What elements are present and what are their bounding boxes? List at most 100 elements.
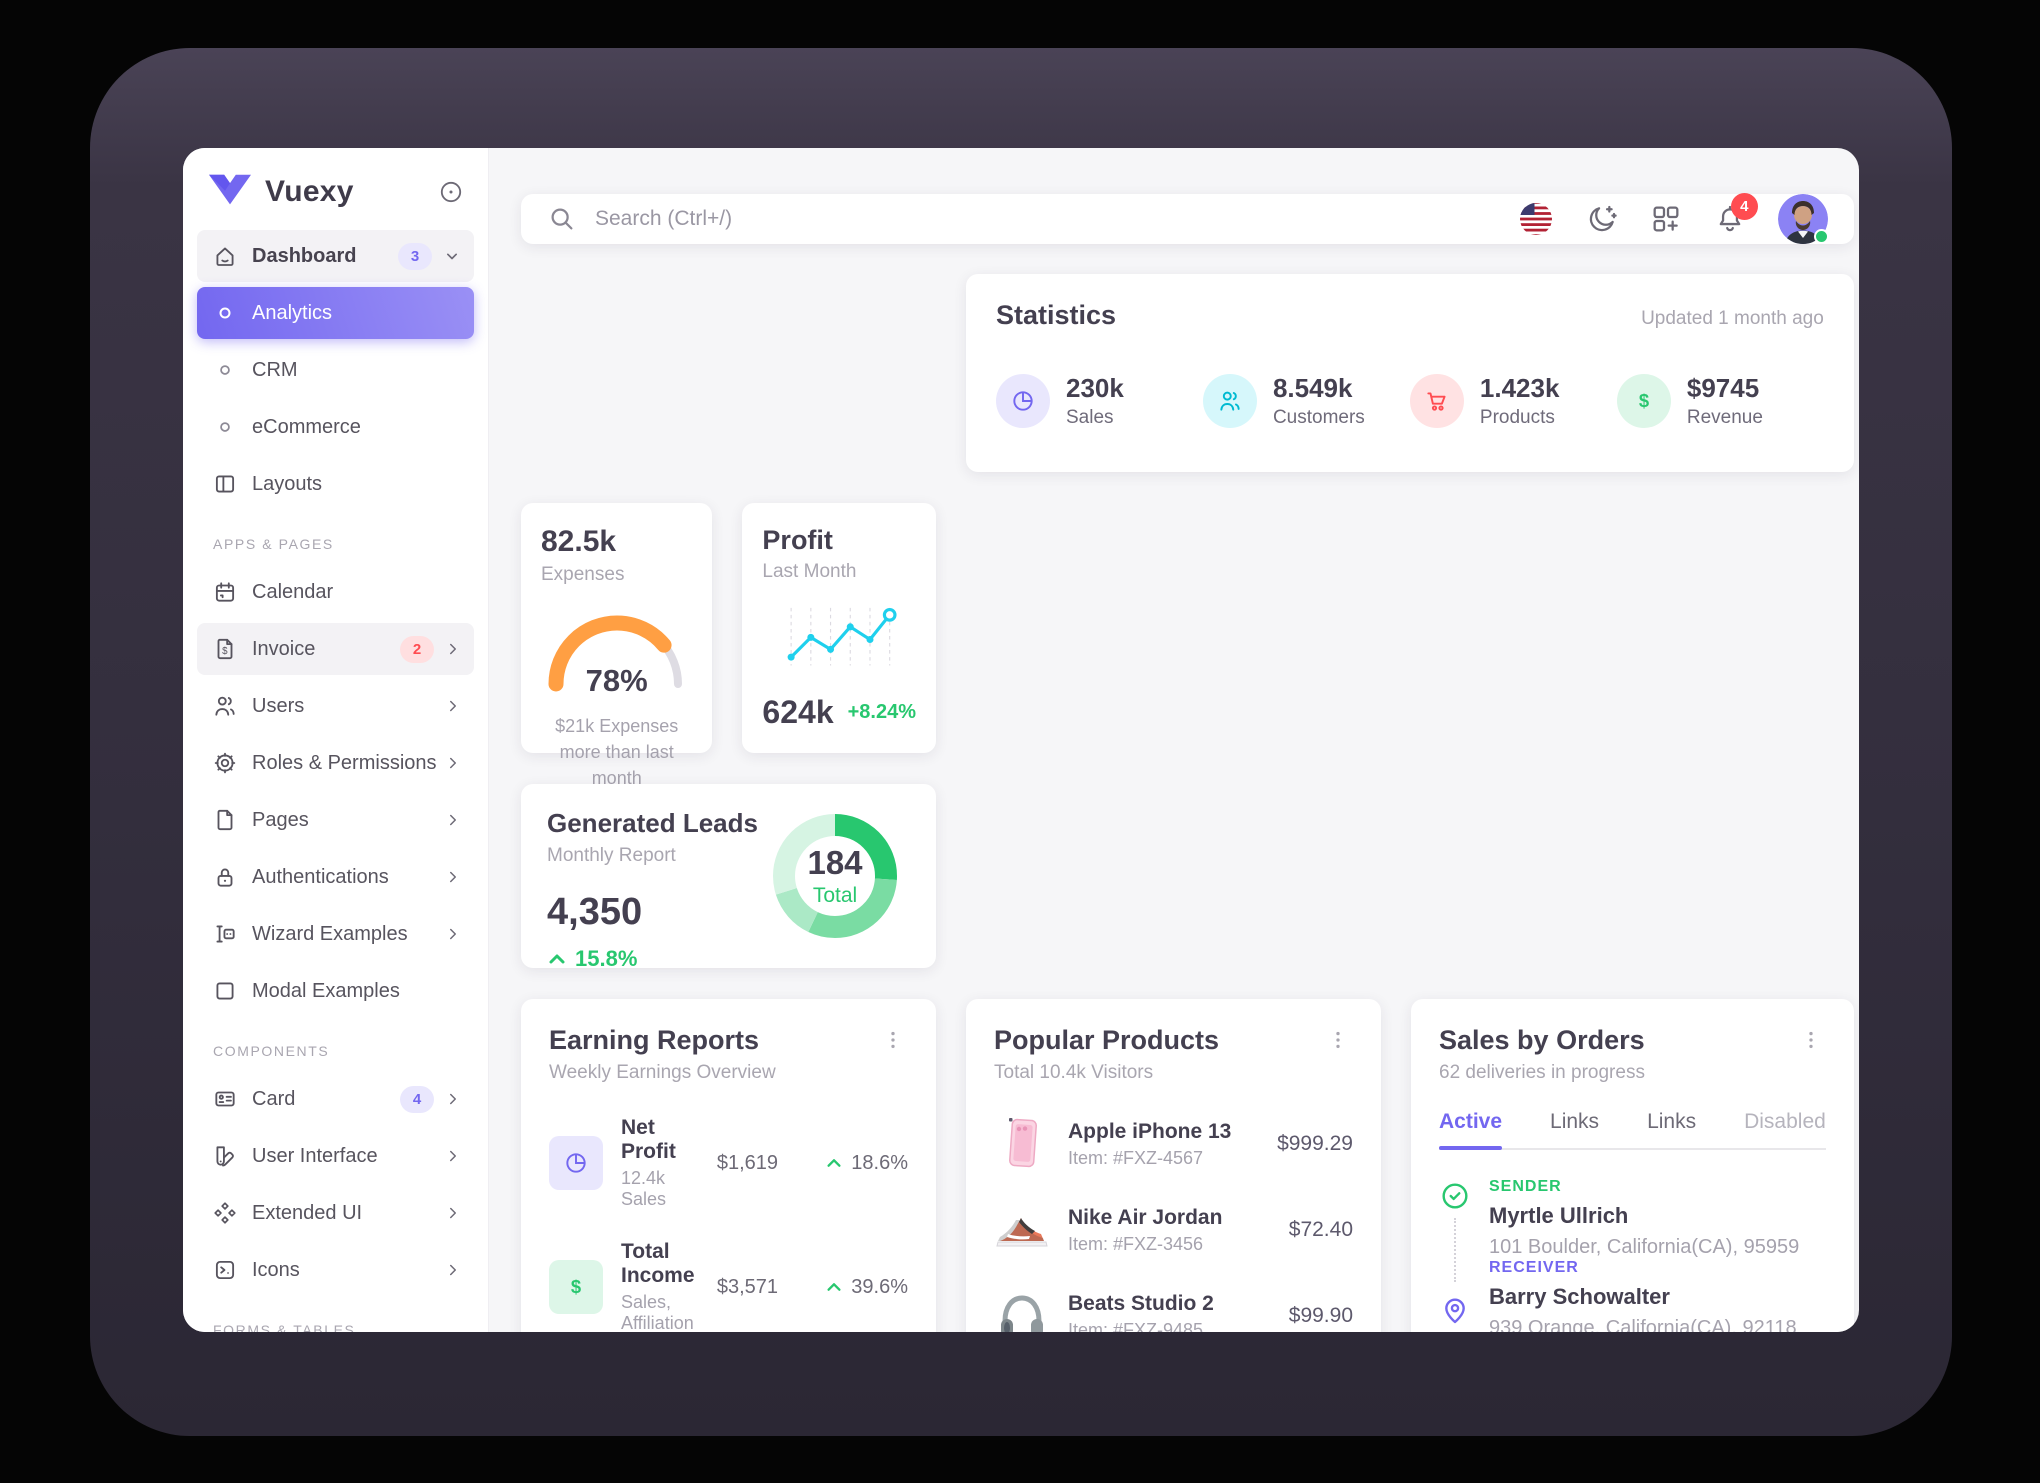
invoice-icon: $ bbox=[211, 635, 239, 663]
order-tabs: Active Links Links Disabled bbox=[1439, 1110, 1826, 1150]
delivery-timeline: SENDER Myrtle Ullrich 101 Boulder, Calif… bbox=[1439, 1178, 1826, 1332]
stat-value: $9745 bbox=[1686, 373, 1760, 403]
sidebar-item-label: Pages bbox=[252, 808, 309, 831]
section-header-apps-pages: APPS & PAGES bbox=[213, 536, 334, 552]
sidebar-pin-toggle-icon[interactable] bbox=[438, 179, 464, 205]
kebab-menu-icon[interactable] bbox=[1796, 1025, 1826, 1055]
row-title: Beats Studio 2 bbox=[1068, 1291, 1214, 1315]
sidebar-item-ecommerce[interactable]: eCommerce bbox=[197, 401, 474, 453]
stat-customers: 8.549k Customers bbox=[1202, 373, 1410, 429]
product-row-iphone: Apple iPhone 13 Item: #FXZ-4567 $999.29 bbox=[994, 1116, 1353, 1172]
sidebar-item-label: Dashboard bbox=[252, 244, 357, 267]
diamonds-icon bbox=[211, 1199, 239, 1227]
trend-up-icon bbox=[825, 1278, 843, 1296]
shortcuts-grid-icon[interactable] bbox=[1650, 203, 1682, 235]
earning-reports-card: Earning Reports Weekly Earnings Overview bbox=[521, 999, 936, 1332]
row-subtitle: Item: #FXZ-9485 bbox=[1068, 1319, 1204, 1333]
sidebar-item-crm[interactable]: CRM bbox=[197, 344, 474, 396]
leads-donut-chart: 184 Total bbox=[760, 801, 910, 951]
sidebar-item-calendar[interactable]: Calendar bbox=[197, 566, 474, 618]
statistics-card: Statistics Updated 1 month ago 230k Sale… bbox=[966, 274, 1854, 472]
sidebar-item-analytics[interactable]: Analytics bbox=[197, 287, 474, 339]
brand-header: Vuexy bbox=[197, 168, 474, 230]
sidebar-item-wizard-examples[interactable]: Wizard Examples bbox=[197, 908, 474, 960]
headphones-product-image bbox=[994, 1288, 1050, 1332]
chevron-right-icon bbox=[444, 1090, 462, 1108]
sidebar-menu: Dashboard 3 Analytics bbox=[197, 230, 474, 1332]
stat-products: 1.423k Products bbox=[1409, 373, 1617, 429]
expenses-note: $21k Expenses more than last month bbox=[555, 716, 679, 789]
sidebar-item-user-interface[interactable]: User Interface bbox=[197, 1130, 474, 1182]
sidebar-item-modal-examples[interactable]: Modal Examples bbox=[197, 965, 474, 1017]
stat-label: Products bbox=[1479, 407, 1555, 428]
row-value: $3,571 bbox=[716, 1275, 778, 1298]
dark-mode-moon-icon[interactable] bbox=[1586, 203, 1618, 235]
statistics-updated: Updated 1 month ago bbox=[1641, 308, 1824, 329]
earning-row-net-profit: Net Profit 12.4k Sales $1,619 18.6% bbox=[549, 1116, 908, 1210]
generated-leads-card: Generated Leads Monthly Report 4,350 15.… bbox=[521, 784, 936, 971]
sidebar-item-label: Wizard Examples bbox=[252, 922, 408, 945]
tab-disabled[interactable]: Disabled bbox=[1744, 1110, 1826, 1133]
statistics-title: Statistics bbox=[996, 300, 1117, 330]
sidebar-item-layouts[interactable]: Layouts bbox=[197, 458, 474, 510]
check-circle-icon bbox=[1439, 1180, 1471, 1212]
vuexy-logo-icon[interactable] bbox=[209, 174, 251, 210]
dollar-icon: $ bbox=[1616, 374, 1671, 428]
main-content: 4 Statistics Updated 1 month ago bbox=[489, 148, 1859, 1332]
sidebar-item-roles-permissions[interactable]: Roles & Permissions bbox=[197, 737, 474, 789]
sidebar-item-label: Layouts bbox=[252, 472, 323, 495]
sender-block: SENDER Myrtle Ullrich 101 Boulder, Calif… bbox=[1489, 1178, 1826, 1259]
sidebar-item-authentications[interactable]: Authentications bbox=[197, 851, 474, 903]
tab-links-1[interactable]: Links bbox=[1550, 1110, 1600, 1133]
sidebar-item-users[interactable]: Users bbox=[197, 680, 474, 732]
row-percent: 39.6% bbox=[851, 1275, 908, 1298]
trend-up-icon bbox=[547, 949, 567, 969]
online-status-dot bbox=[1813, 229, 1829, 244]
notification-count-badge: 4 bbox=[1730, 193, 1758, 220]
search-input[interactable] bbox=[595, 207, 1115, 231]
color-swatch-icon bbox=[211, 1142, 239, 1170]
sidebar-item-card[interactable]: Card 4 bbox=[197, 1073, 474, 1125]
pie-chart-icon bbox=[549, 1136, 603, 1190]
topbar: 4 bbox=[521, 193, 1854, 244]
chevron-right-icon bbox=[444, 868, 462, 886]
tab-active[interactable]: Active bbox=[1439, 1110, 1503, 1150]
row-percent: 18.6% bbox=[851, 1151, 908, 1174]
svg-text:$: $ bbox=[222, 646, 228, 657]
row-title: Total Income bbox=[621, 1240, 695, 1287]
user-avatar[interactable] bbox=[1777, 194, 1829, 244]
row-price: $72.40 bbox=[1288, 1218, 1353, 1241]
dashboard-grid: Statistics Updated 1 month ago 230k Sale… bbox=[521, 274, 1854, 1332]
leads-total-label: Total bbox=[812, 884, 858, 907]
trend-up-icon bbox=[825, 1154, 843, 1172]
language-flag-icon[interactable] bbox=[1518, 201, 1554, 237]
sidebar-item-icons[interactable]: Icons bbox=[197, 1244, 474, 1296]
row-subtitle: Sales, Affiliation bbox=[621, 1292, 694, 1332]
sidebar-item-dashboard[interactable]: Dashboard 3 bbox=[197, 230, 474, 282]
earning-reports-title: Earning Reports bbox=[549, 1025, 760, 1055]
sidebar-item-label: Card bbox=[252, 1087, 296, 1110]
app-window: Vuexy Dashboard 3 bbox=[183, 148, 1859, 1332]
kebab-menu-icon[interactable] bbox=[878, 1025, 908, 1055]
iphone-product-image bbox=[994, 1116, 1050, 1172]
card-badge: 4 bbox=[400, 1085, 434, 1113]
sidebar-item-label: Analytics bbox=[252, 301, 333, 324]
sidebar-item-extended-ui[interactable]: Extended UI bbox=[197, 1187, 474, 1239]
row-title: Apple iPhone 13 bbox=[1068, 1119, 1232, 1143]
lock-icon bbox=[211, 863, 239, 891]
kebab-menu-icon[interactable] bbox=[1323, 1025, 1353, 1055]
square-icon bbox=[211, 977, 239, 1005]
product-row-nike: Nike Air Jordan Item: #FXZ-3456 $72.40 bbox=[994, 1202, 1353, 1258]
sidebar-item-invoice[interactable]: $ Invoice 2 bbox=[197, 623, 474, 675]
tab-links-2[interactable]: Links bbox=[1647, 1110, 1697, 1133]
receiver-label: RECEIVER bbox=[1489, 1259, 1579, 1276]
sidebar-item-pages[interactable]: Pages bbox=[197, 794, 474, 846]
sidebar-item-label: Modal Examples bbox=[252, 979, 400, 1002]
stat-label: Customers bbox=[1272, 407, 1365, 428]
notifications-bell-icon[interactable]: 4 bbox=[1714, 193, 1758, 235]
popular-products-card: Popular Products Total 10.4k Visitors bbox=[966, 999, 1381, 1332]
shopping-cart-icon bbox=[1409, 374, 1464, 428]
expenses-gauge-chart: 78% bbox=[542, 606, 692, 698]
stat-revenue: $ $9745 Revenue bbox=[1616, 373, 1824, 429]
